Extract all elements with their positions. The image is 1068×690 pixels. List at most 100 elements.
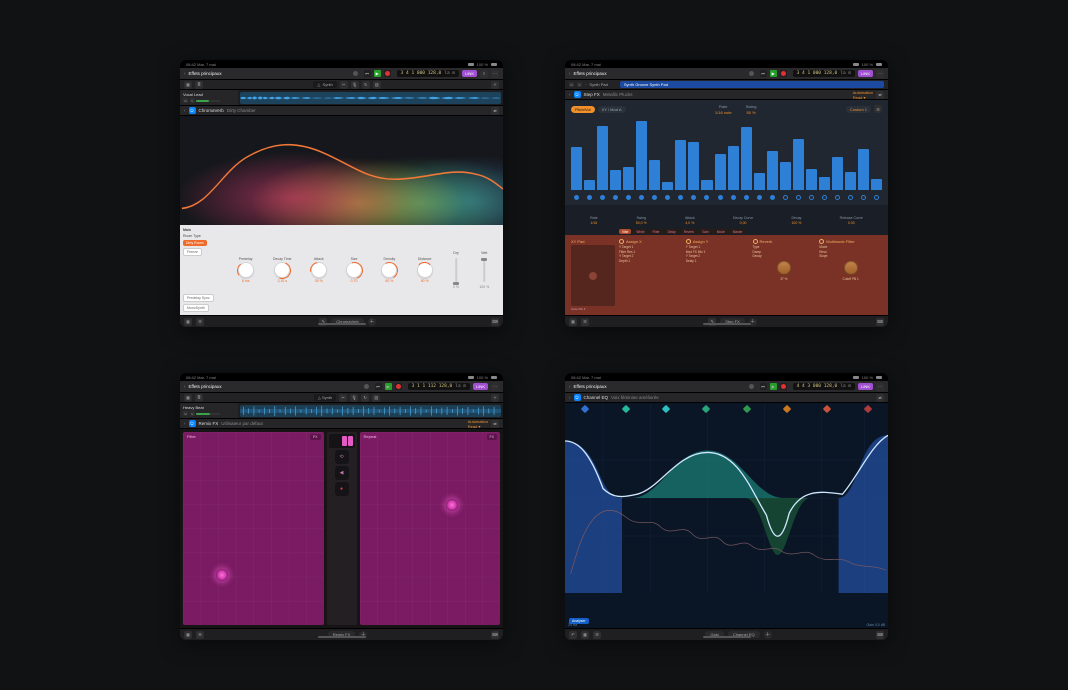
knob-density[interactable]: Density 60 % xyxy=(381,257,397,283)
step-bar[interactable] xyxy=(571,147,582,190)
eq-band-handle[interactable] xyxy=(662,405,670,413)
eq-content[interactable]: Analyser 20 Hz Gain 0,0 dB xyxy=(565,403,888,628)
plugin-preset[interactable]: Voix féminine améliorée xyxy=(611,395,659,400)
step-dot[interactable] xyxy=(610,194,621,201)
step-dot[interactable] xyxy=(754,194,765,201)
record-button[interactable] xyxy=(780,70,787,77)
menu-icon[interactable]: ☰ xyxy=(874,105,882,113)
param-release-curve[interactable]: Release Curve0,00 xyxy=(840,216,863,225)
step-bar[interactable] xyxy=(715,154,726,190)
reverb-visualizer[interactable] xyxy=(180,116,503,225)
slider-wet[interactable]: Wet 100 % xyxy=(479,251,489,289)
step-bars[interactable] xyxy=(571,117,882,193)
tab-gain[interactable]: Gain xyxy=(699,229,712,234)
step-bar[interactable] xyxy=(741,127,752,190)
monosynth-chip[interactable]: MonoSynth xyxy=(183,304,209,312)
solo-button[interactable]: S xyxy=(577,82,582,87)
step-bar[interactable] xyxy=(597,126,608,191)
eq-band-handles[interactable] xyxy=(565,406,888,414)
tab-white[interactable]: White xyxy=(633,229,647,234)
grid-icon[interactable]: ▥ xyxy=(373,81,381,89)
fx-button[interactable]: FX xyxy=(310,434,320,440)
step-dot[interactable] xyxy=(688,194,699,201)
automation-label[interactable]: AutomationRead ▾ xyxy=(853,90,873,100)
settings-icon[interactable]: ⋯ xyxy=(491,70,499,78)
step-dot[interactable] xyxy=(832,194,843,201)
eq-band-handle[interactable] xyxy=(864,405,872,413)
view-icon[interactable]: ▦ xyxy=(569,318,577,326)
plugin-back[interactable]: ‹ xyxy=(184,108,186,113)
power-button[interactable]: ⏻ xyxy=(574,394,581,401)
step-bar[interactable] xyxy=(649,160,660,190)
project-title[interactable]: Effets principaux xyxy=(189,71,222,76)
fx-tabs[interactable]: VibeWhiteFilterDelayReverbGainModeMaster xyxy=(565,228,888,236)
list-icon[interactable]: ≣ xyxy=(195,81,203,89)
step-bar[interactable] xyxy=(858,149,869,191)
back-button[interactable]: ‹ xyxy=(569,384,571,389)
step-bar[interactable] xyxy=(871,179,882,190)
step-dot[interactable] xyxy=(623,194,634,201)
back-button[interactable]: ‹ xyxy=(184,384,186,389)
step-dot[interactable] xyxy=(819,194,830,201)
step-dot[interactable] xyxy=(806,194,817,201)
audio-region[interactable] xyxy=(240,405,501,417)
eq-graph[interactable] xyxy=(565,403,888,593)
step-bar[interactable] xyxy=(675,140,686,190)
tab-delay[interactable]: Delay xyxy=(665,229,679,234)
step-dot[interactable] xyxy=(636,194,647,201)
step-bar[interactable] xyxy=(780,162,791,191)
volume-slider[interactable] xyxy=(196,100,220,102)
step-bar[interactable] xyxy=(688,142,699,191)
step-dot[interactable] xyxy=(741,194,752,201)
link-badge[interactable]: LINK xyxy=(473,383,488,390)
lcd-display[interactable]: 3 4 1 000 128,0la m xyxy=(397,70,459,77)
step-bar[interactable] xyxy=(793,139,804,191)
step-dot[interactable] xyxy=(701,194,712,201)
project-title[interactable]: Effets principaux xyxy=(574,384,607,389)
param-decay[interactable]: Decay100 % xyxy=(791,216,801,225)
param-attack[interactable]: Attack4,0 % xyxy=(685,216,695,225)
eq-band-handle[interactable] xyxy=(581,405,589,413)
eq-band-handle[interactable] xyxy=(742,405,750,413)
xy-pad-filter[interactable]: Filter FX xyxy=(183,432,324,625)
eq-band-handle[interactable] xyxy=(621,405,629,413)
tab-mode[interactable]: Mode xyxy=(714,229,728,234)
freeze-button[interactable]: Freeze xyxy=(183,248,202,256)
record-button[interactable] xyxy=(395,383,402,390)
tab-master[interactable]: Master xyxy=(730,229,746,234)
keyboard-icon[interactable]: ⌨ xyxy=(876,318,884,326)
play-button[interactable]: ▶ xyxy=(770,383,777,390)
mixer-icon[interactable]: ≡ xyxy=(480,70,488,78)
param-rate[interactable]: Rate1/16 xyxy=(590,216,597,225)
step-bar[interactable] xyxy=(701,180,712,190)
solo-button[interactable]: S xyxy=(190,98,195,103)
knob[interactable] xyxy=(844,261,858,275)
xy-pad-box[interactable]: XY Pad Gate Mix ▾ xyxy=(571,239,615,311)
step-bar[interactable] xyxy=(636,121,647,190)
pattern-chip[interactable]: Custom 1 xyxy=(846,106,871,113)
knob-predelay[interactable]: Predelay 8 ms xyxy=(238,257,254,283)
step-dots[interactable] xyxy=(571,194,882,201)
loop-icon[interactable]: ↻ xyxy=(362,81,370,89)
step-dot[interactable] xyxy=(858,194,869,201)
step-dot[interactable] xyxy=(571,194,582,201)
eq-band-handle[interactable] xyxy=(823,405,831,413)
step-dot[interactable] xyxy=(662,194,673,201)
mixer-bottom-icon[interactable]: ☰ xyxy=(581,318,589,326)
knob[interactable] xyxy=(777,261,791,275)
tab-reverb[interactable]: Reverb xyxy=(681,229,697,234)
reverse-button[interactable]: ⟲ xyxy=(335,450,349,464)
lcd-display[interactable]: 3 4 1 000 128,0la m xyxy=(793,70,855,77)
knob-decay-time[interactable]: Decay Time 3,10 s xyxy=(273,257,291,283)
eq-band-handle[interactable] xyxy=(783,405,791,413)
library-icon[interactable]: ▦ xyxy=(184,81,192,89)
mode-pill[interactable]: Pitch/Vol xyxy=(571,106,595,113)
play-button[interactable]: ▶ xyxy=(374,70,381,77)
step-bar[interactable] xyxy=(662,182,673,191)
mute-button[interactable]: M xyxy=(569,82,574,87)
step-bar[interactable] xyxy=(767,151,778,191)
lcd-display[interactable]: 3 1 1 112 128,0la m xyxy=(408,383,470,390)
step-dot[interactable] xyxy=(728,194,739,201)
param-decay-curve[interactable]: Decay Curve0,00 xyxy=(733,216,753,225)
back-button[interactable]: ‹ xyxy=(184,71,186,76)
